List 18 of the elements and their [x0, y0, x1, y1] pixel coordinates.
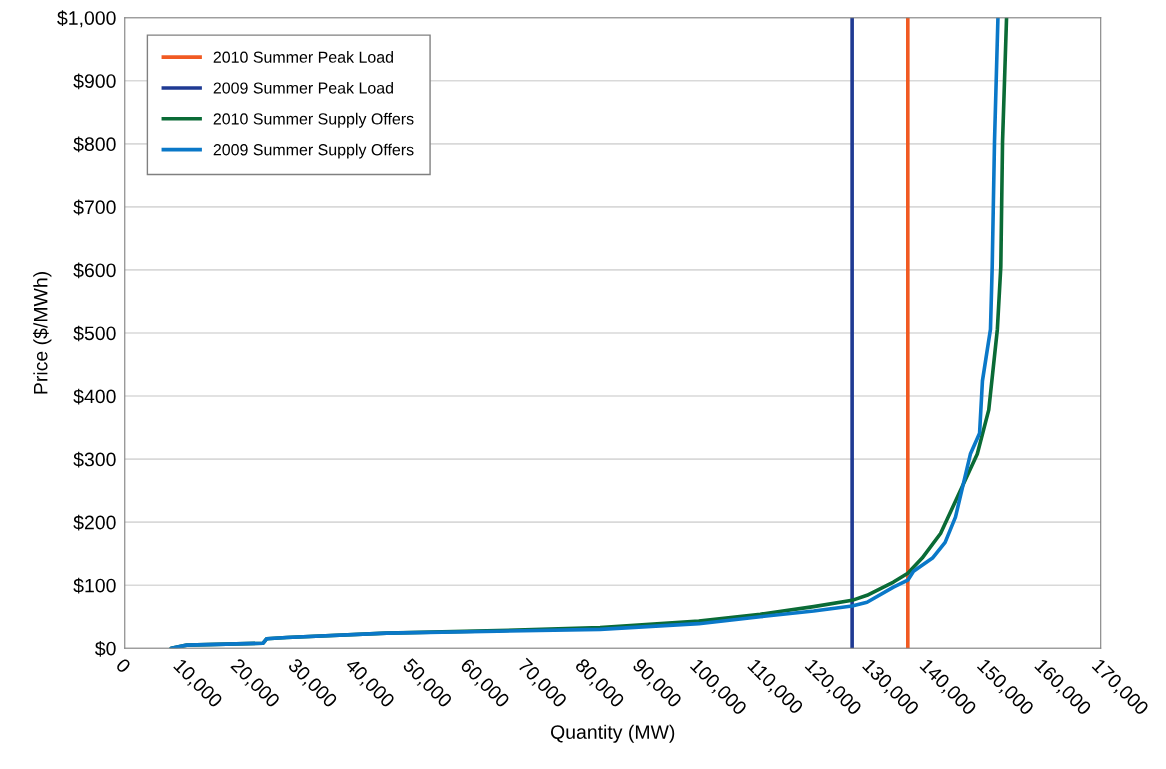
legend-label: 2010 Summer Peak Load	[213, 51, 393, 63]
y-tick-label: $900	[73, 73, 116, 90]
y-tick-label: $600	[73, 262, 116, 279]
y-axis-title: Price ($/MWh)	[32, 272, 52, 394]
y-tick-label: $1,000	[57, 10, 116, 28]
y-tick-label: $400	[73, 388, 116, 405]
legend-label: 2010 Summer Supply Offers	[213, 112, 414, 128]
y-tick-label: $300	[73, 451, 116, 468]
y-tick-label: $200	[73, 514, 116, 531]
y-tick-label: $0	[95, 640, 116, 657]
legend-label: 2009 Summer Supply Offers	[213, 143, 414, 159]
y-tick-label: $500	[73, 325, 116, 342]
x-axis-title: Quantity (MW)	[551, 724, 675, 743]
y-tick-label: $700	[73, 199, 116, 216]
y-tick-label: $800	[73, 136, 116, 153]
legend-label: 2009 Summer Peak Load	[213, 81, 393, 94]
x-tick-label: 0	[115, 657, 132, 674]
y-tick-label: $100	[73, 577, 116, 594]
